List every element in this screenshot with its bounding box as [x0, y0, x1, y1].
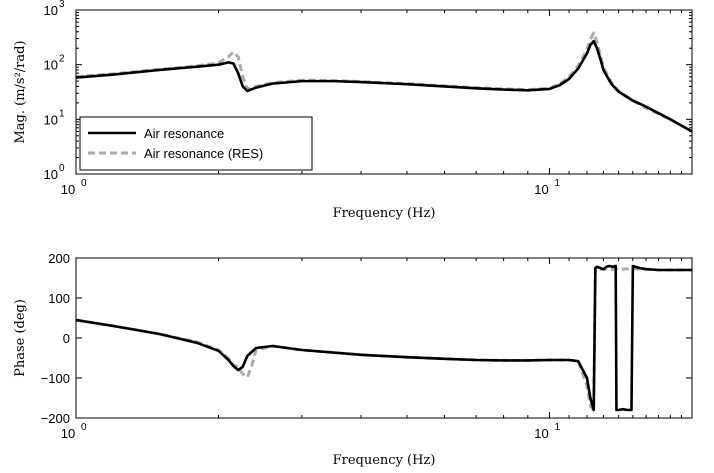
y-tick-label: 200 — [48, 251, 70, 266]
series-line-air-resonance — [76, 39, 692, 133]
y-tick-exponent: 0 — [59, 163, 65, 174]
x-axis-label: Frequency (Hz) — [333, 206, 436, 221]
y-tick-label: 10 — [44, 58, 58, 73]
y-tick-label: 10 — [44, 3, 58, 18]
series-line-air-resonance-res — [76, 266, 692, 412]
x-tick-label: 10 — [61, 426, 75, 441]
y-tick-exponent: 2 — [59, 54, 65, 65]
legend-label: Air resonance (RES) — [144, 146, 263, 161]
y-tick-label: 100 — [48, 291, 70, 306]
series-line-air-resonance — [76, 264, 692, 412]
x-tick-exponent: 0 — [81, 178, 87, 189]
x-tick-label: 10 — [534, 426, 548, 441]
x-tick-exponent: 1 — [554, 178, 560, 189]
x-tick-label: 10 — [534, 182, 548, 197]
x-tick-label: 10 — [61, 182, 75, 197]
y-tick-exponent: 1 — [59, 108, 65, 119]
x-axis-label: Frequency (Hz) — [333, 453, 436, 468]
y-axis-label: Phase (deg) — [13, 299, 28, 377]
y-tick-label: 0 — [63, 331, 70, 346]
y-axis-label: Mag. (m/s²/rad) — [13, 40, 28, 143]
plot-frame — [75, 9, 693, 175]
plot-frame — [75, 257, 693, 419]
x-tick-exponent: 0 — [81, 422, 87, 433]
y-tick-label: −100 — [41, 371, 70, 386]
legend: Air resonance Air resonance (RES) — [79, 116, 313, 171]
y-tick-label: −200 — [41, 411, 70, 426]
legend-label: Air resonance — [144, 126, 224, 141]
legend-box — [79, 116, 313, 171]
y-tick-label: 10 — [44, 167, 58, 182]
y-tick-label: 10 — [44, 112, 58, 127]
y-tick-exponent: 3 — [59, 0, 65, 10]
x-tick-exponent: 1 — [554, 422, 560, 433]
